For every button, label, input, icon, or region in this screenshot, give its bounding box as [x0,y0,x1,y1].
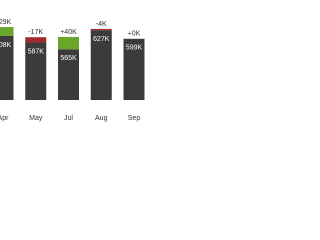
chart: +29K 608K Apr -17K 587K May +40K 565K Jul -4K 627K… [0,19,145,122]
delta-label: -4K [96,21,107,28]
value-label: 565K [60,55,77,62]
delta-label: +0K [128,31,141,38]
page: +29K 608K Apr -17K 587K May +40K 565K Jul -4K 627K… [0,18,145,122]
value-label: 608K [0,42,11,49]
x-tick-label: May [29,115,43,122]
delta-label: -17K [28,29,43,36]
value-label: 599K [126,45,143,52]
bar [58,49,79,100]
value-label: 627K [93,36,110,43]
value-label: 587K [28,48,45,55]
delta-label: +40K [60,29,77,36]
bar [25,42,47,100]
bar [0,36,14,100]
x-tick-label: Jul [64,115,73,122]
delta-cap [90,28,112,31]
delta-cap [0,27,14,36]
delta-cap [58,36,79,50]
bar [90,30,112,100]
x-tick-label: Sep [128,115,141,122]
delta-cap [25,37,47,43]
x-tick-label: Aug [95,115,108,122]
delta-label: +29K [0,19,12,26]
x-tick-label: Apr [0,115,9,122]
bar [123,38,145,100]
